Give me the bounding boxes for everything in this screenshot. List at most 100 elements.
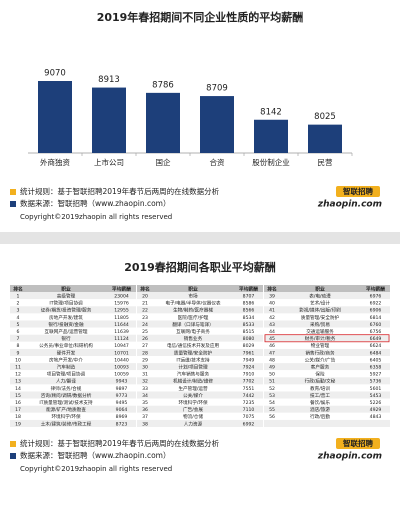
salary-cell: 6992 (243, 421, 255, 427)
rank-cell: 17 (15, 407, 21, 413)
salary-cell: 7949 (243, 357, 255, 363)
salary-cell: 7110 (243, 407, 255, 413)
salary-cell: 10947 (114, 343, 129, 349)
row-bg (264, 412, 390, 420)
job-cell: 教育/培训 (310, 385, 330, 392)
column-header: 排名 (13, 285, 23, 292)
job-cell: 环境科学/环保 (178, 399, 208, 406)
rank-cell: 36 (142, 407, 148, 413)
rank-cell: 49 (269, 364, 275, 370)
salary-cell: 11644 (114, 322, 129, 328)
column-header: 排名 (267, 285, 277, 292)
job-cell: 房地产开发/建筑 (49, 314, 83, 321)
rank-cell: 2 (17, 301, 20, 307)
header-bg (137, 285, 263, 293)
job-cell: 交通运输服务 (306, 328, 334, 335)
rank-cell: 13 (15, 379, 21, 385)
job-cell: 汽车制造 (57, 363, 76, 370)
note-rule: 统计规则：基于智联招聘2019年春节后两周的在线数据分析 (20, 438, 220, 448)
row-bg (137, 299, 263, 307)
job-cell: 销售行政/商务 (305, 349, 335, 356)
row-bg (137, 398, 263, 406)
row-bg (137, 341, 263, 349)
salary-cell: 6358 (370, 364, 382, 370)
row-bg (264, 405, 390, 413)
job-cell: 公务员/事业单位/科研机构 (39, 342, 93, 349)
row-bg (10, 299, 136, 307)
row-bg (10, 292, 136, 300)
salary-cell: 10440 (114, 357, 129, 363)
row-bg (10, 384, 136, 392)
row-bg (264, 306, 390, 314)
job-cell: 土木/建筑/装修/市政工程 (41, 420, 92, 427)
rank-cell: 27 (142, 343, 148, 349)
column-header: 职业 (315, 285, 325, 292)
salary-cell: 5927 (370, 372, 382, 378)
job-cell: 电信/通信技术开发及应用 (167, 342, 219, 349)
row-bg (10, 313, 136, 321)
job-cell: 律师/法务/合规 (51, 385, 82, 392)
rank-cell: 18 (15, 414, 21, 420)
rank-cell: 38 (142, 421, 148, 427)
row-bg (264, 356, 390, 364)
bar (308, 124, 342, 153)
job-cell: 市场 (188, 292, 198, 299)
job-cell: 生物/制药/医疗器械 (173, 307, 213, 314)
job-cell: 物业管理 (311, 342, 330, 349)
job-cell: 影视/媒体/出版/印刷 (299, 307, 341, 314)
rank-cell: 55 (269, 407, 275, 413)
job-cell: 餐饮/娱乐 (310, 399, 330, 406)
salary-cell: 4929 (370, 407, 382, 413)
bar (38, 81, 72, 153)
salary-cell: 15976 (114, 301, 129, 307)
salary-cell: 6624 (370, 343, 382, 349)
rank-cell: 53 (269, 393, 275, 399)
row-bg (10, 327, 136, 335)
job-cell: 汽车销售与服务 (177, 371, 210, 378)
bullet (10, 453, 16, 459)
column-header: 平均薪酬 (112, 285, 131, 292)
logo-en: zhaopin.com (317, 200, 382, 210)
job-cell: 行政/后勤/文秘 (305, 378, 336, 385)
salary-cell: 6484 (370, 350, 382, 356)
rank-cell: 39 (269, 293, 275, 299)
rank-cell: 32 (142, 379, 148, 385)
salary-cell: 8723 (116, 421, 128, 427)
job-cell: 人力资源 (184, 420, 203, 427)
salary-cell: 10093 (114, 364, 129, 370)
rank-cell: 46 (269, 343, 275, 349)
row-bg (10, 412, 136, 420)
salary-cell: 6760 (370, 322, 382, 328)
bar (92, 87, 126, 153)
row-bg (10, 348, 136, 356)
job-cell: 能源/矿产/地质勘查 (46, 406, 86, 413)
job-cell: 咨询/顾问/调研/数据分析 (41, 392, 92, 399)
column-header: 职业 (188, 285, 198, 292)
bar-chart: 9070 外商独资 8913 上市公司 8786 国企 8709 合资 8142 股份制企业 802… (28, 69, 353, 167)
salary-cell: 8080 (243, 336, 255, 342)
rank-cell: 14 (15, 386, 21, 392)
logo-cn: 智联招聘 (343, 186, 373, 196)
bullet (10, 441, 16, 447)
row-bg (137, 313, 263, 321)
salary-cell: 8533 (243, 322, 255, 328)
job-cell: 公关/媒介 (183, 392, 203, 399)
salary-cell: 10701 (114, 350, 129, 356)
salary-cell: 9943 (116, 379, 128, 385)
row-bg (137, 356, 263, 364)
salary-cell: 11639 (114, 329, 129, 335)
row-bg (264, 398, 390, 406)
row-bg (137, 370, 263, 378)
value-label: 8913 (98, 75, 120, 85)
row-bg (10, 320, 136, 328)
job-cell: 质量管理/安全防护 (174, 349, 213, 356)
job-cell: 生产管理/运营 (178, 385, 208, 392)
row-bg (10, 334, 136, 342)
rank-cell: 23 (142, 315, 148, 321)
value-label: 8142 (260, 107, 282, 117)
bullet (10, 201, 16, 207)
job-cell: 计划/项目管理 (178, 363, 208, 370)
salary-cell: 7702 (243, 379, 255, 385)
salary-cell: 7924 (243, 364, 255, 370)
salary-cell: 11124 (114, 336, 129, 342)
